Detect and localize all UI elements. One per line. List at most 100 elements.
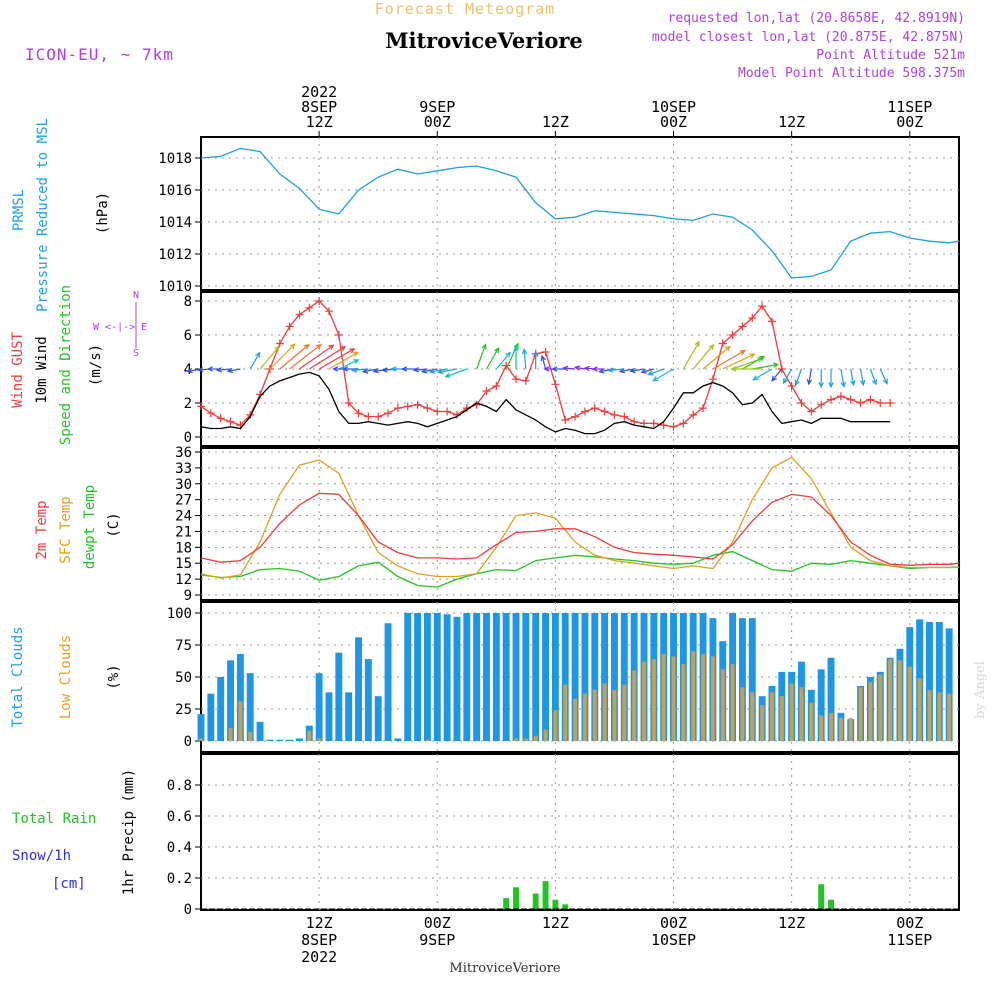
compass-we: W <-|-> E — [93, 322, 147, 333]
low-cloud-bar — [779, 696, 784, 741]
low-cloud-bar — [769, 692, 774, 741]
low-cloud-bar — [582, 693, 587, 741]
low-cloud-bar — [651, 659, 656, 741]
total-cloud-bar — [542, 613, 549, 741]
low-cloud-bar — [868, 682, 873, 741]
gust-marker — [738, 322, 747, 331]
ytick-label-pressure: 1010 — [158, 279, 192, 295]
low-cloud-bar — [947, 693, 952, 741]
wind-arrow-head — [513, 345, 519, 352]
low-cloud-bar — [632, 670, 637, 741]
gust-marker — [708, 375, 717, 384]
total-cloud-bar — [364, 659, 372, 741]
total-cloud-bar — [315, 673, 323, 741]
total-cloud-bar — [256, 721, 264, 741]
wind-arrow-head — [315, 343, 322, 350]
low-cloud-bar — [228, 728, 233, 741]
low-cloud-bar — [888, 659, 893, 741]
wind-arrow-head — [390, 366, 397, 372]
speed-dir-label: Speed and Direction — [58, 285, 74, 445]
wind-arrow — [722, 353, 755, 370]
low-cloud-bar — [809, 702, 814, 741]
wind-arrow-head — [513, 342, 519, 349]
gust-marker — [630, 417, 639, 426]
total-cloud-bar — [345, 692, 353, 741]
wind-arrow-head — [543, 366, 550, 372]
t2m-line — [200, 492, 960, 566]
prmsl-label: PRMSL — [11, 189, 27, 231]
ytick-label-wind: 8 — [184, 294, 192, 310]
low-cloud-bar — [701, 653, 706, 741]
total-cloud-bar — [423, 613, 431, 741]
low-cloud-bar — [642, 661, 646, 741]
wind-arrow — [682, 341, 700, 370]
pressure-line — [200, 147, 960, 279]
gust-marker — [305, 303, 314, 312]
wind-arrow-head — [481, 343, 487, 350]
total-cloud-bar — [335, 652, 343, 741]
total-cloud-bar — [227, 660, 234, 741]
ytick-label-clouds: 50 — [175, 670, 192, 686]
bottom-time-label: 2022 — [301, 948, 337, 966]
gust-marker — [571, 412, 580, 421]
total-cloud-bar — [945, 628, 953, 741]
bottom-time-label: 00Z — [660, 914, 687, 932]
low-cloud-bar — [612, 689, 617, 741]
total-rain-label: Total Rain — [12, 811, 96, 827]
top-time-label: 00Z — [424, 113, 451, 131]
top-time-label: 8SEP — [301, 98, 337, 116]
ytick-label-precipitation: 0.6 — [167, 809, 192, 825]
low-cloud-bar — [897, 660, 902, 741]
low-cloud-bar — [573, 698, 578, 741]
bottom-time-label: 9SEP — [419, 931, 455, 949]
ytick-label-temperature: 36 — [175, 445, 192, 461]
gust-marker — [275, 339, 284, 348]
rain-bar — [503, 898, 510, 909]
point-altitude: Point Altitude 521m — [816, 48, 965, 63]
top-time-label: 11SEP — [887, 98, 932, 116]
wind-arrow-head — [215, 367, 223, 373]
total-cloud-bar — [374, 696, 382, 741]
gust-marker — [384, 409, 393, 418]
snow-label: Snow/1h — [12, 848, 71, 864]
low-cloud-bar — [878, 674, 883, 741]
compass-s: S — [133, 348, 139, 359]
total-cloud-bar — [217, 677, 225, 741]
gust-marker — [197, 402, 205, 411]
y-ticks: 1010101210141016101802468912151821242730… — [158, 151, 201, 918]
top-time-label: 00Z — [660, 113, 687, 131]
total-cloud-bar — [561, 613, 569, 741]
wind-arrow-head — [206, 366, 213, 372]
ytick-label-temperature: 33 — [175, 461, 192, 477]
wind-arrow — [299, 344, 334, 370]
wind-arrow-head — [352, 351, 359, 357]
panel-frame-pressure — [200, 136, 960, 291]
total-cloud-bar — [453, 616, 461, 741]
wind-arrow-head — [361, 368, 369, 374]
wind-arrow — [641, 368, 654, 373]
ytick-label-temperature: 24 — [175, 509, 192, 525]
gust-marker — [590, 404, 599, 413]
gust-marker — [364, 412, 373, 421]
wind-labels: Wind GUST 10m Wind Speed and Direction (… — [10, 285, 147, 445]
gust-marker — [639, 419, 648, 428]
gust-marker — [403, 402, 412, 411]
low-cloud-bar — [848, 717, 853, 741]
low-cloud-bar — [523, 738, 528, 741]
total-cloud-bar — [236, 653, 244, 741]
c-label: (C) — [106, 512, 122, 537]
total-cloud-bar — [551, 613, 559, 741]
wind-arrow-head — [400, 366, 408, 372]
total-cloud-bar — [522, 613, 530, 741]
gust-marker — [354, 409, 363, 418]
rain-bar — [542, 881, 549, 909]
ytick-label-pressure: 1016 — [158, 183, 192, 199]
wind-arrow-head — [437, 368, 444, 375]
ytick-label-temperature: 12 — [175, 572, 192, 588]
total-cloud-bar — [512, 613, 520, 741]
gust-marker — [423, 404, 432, 413]
wind-arrow — [648, 368, 664, 376]
low-cloud-bar — [563, 684, 568, 741]
wind-arrow — [575, 366, 586, 370]
gust-marker — [521, 376, 530, 385]
